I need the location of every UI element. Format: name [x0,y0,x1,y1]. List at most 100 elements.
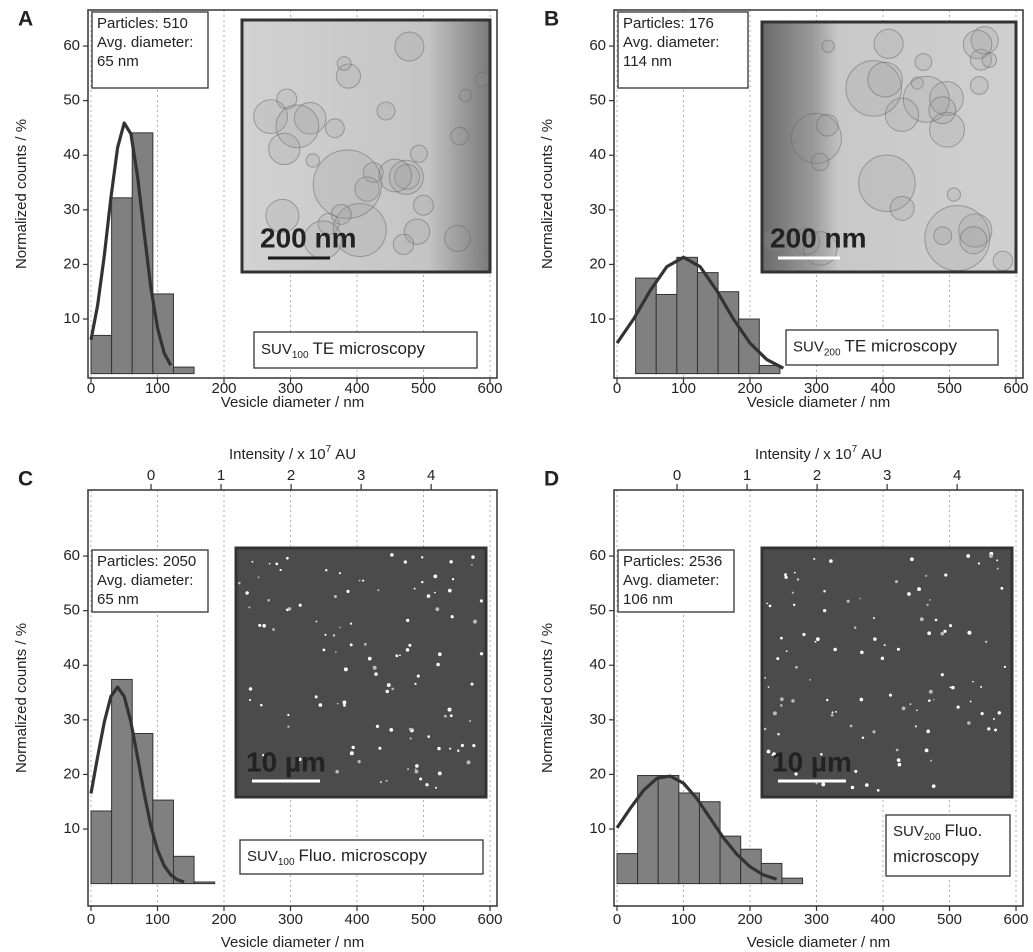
y-tick-label: 20 [63,255,80,272]
vesicle [445,225,471,251]
vesicle [890,196,914,220]
fluorescent-spot [897,648,900,651]
y-tick-label: 30 [589,711,606,728]
fluorescent-spot [850,725,853,728]
fluorescent-spot [994,729,997,732]
fluorescent-spot [902,707,906,711]
fluorescent-spot [784,573,787,576]
fluorescent-spot [996,559,998,561]
vesicle [377,102,395,120]
fluorescent-spot [917,587,921,591]
vesicle [337,57,351,71]
fluorescent-spot [343,704,346,707]
fluorescent-spot [378,747,381,750]
vesicle [963,30,992,59]
fluorescent-spot [998,711,1001,714]
y-tick-label: 10 [63,310,80,327]
panel-letter: C [18,468,33,491]
fluorescent-spot [767,750,771,754]
fluorescent-spot [390,553,394,557]
fluorescent-spot [334,595,337,598]
x2-label-unit: AU [335,446,356,463]
fluorescent-spot [450,714,453,717]
fluorescent-spot [773,711,777,715]
fluorescent-spot [784,576,787,579]
fluorescent-spot [386,780,388,782]
y-tick-label: 30 [589,201,606,218]
fluorescent-spot [350,623,352,625]
fluorescent-spot [795,666,798,669]
vesicle [811,153,828,170]
histogram-bar [656,294,677,373]
fluorescent-spot [816,637,820,641]
y-tick-label: 60 [63,547,80,564]
fluorescent-spot [831,714,834,717]
vesicle [993,251,1012,270]
fluorescent-spot [451,615,454,618]
fluorescent-spot [260,704,263,707]
x-tick-label: 600 [478,380,503,397]
x-axis-label: Vesicle diameter / nm [747,934,890,951]
vesicle [970,77,988,95]
vesicle [929,97,956,124]
fluorescent-spot [435,787,437,789]
y-tick-label: 50 [63,602,80,619]
fluorescent-spot [872,730,875,733]
fluorescent-spot [793,604,795,606]
fluorescent-spot [272,628,275,631]
fluorescent-spot [797,578,800,581]
x-tick-label: 400 [344,911,369,928]
fluorescent-spot [865,783,869,787]
fluorescent-spot [889,694,892,697]
fluorescent-spot [928,699,931,702]
x-tick-label: 500 [411,380,436,397]
fluorescent-spot [823,590,825,592]
fluorescent-spot [467,760,471,764]
fluorescent-spot [910,557,914,561]
histogram-bar [761,863,782,883]
x2-tick-label: 2 [813,467,821,484]
fluorescent-spot [769,605,772,608]
fluorescent-spot [985,641,987,643]
y-axis-label: Normalized counts / % [539,623,556,773]
fluorescent-spot [433,575,437,579]
fluorescent-spot [469,720,471,722]
fluorescent-spot [323,649,326,652]
fluorescent-spot [359,580,361,582]
stats-line: Avg. diameter: [97,34,193,51]
stats-line: 114 nm [623,53,672,70]
x-tick-label: 0 [87,380,95,397]
fluorescent-spot [286,608,289,611]
fluorescent-spot [350,643,353,646]
fluorescent-spot [391,688,394,691]
fluorescent-spot [325,569,327,571]
fluorescent-spot [780,697,784,701]
vesicle [395,32,424,61]
fluorescent-spot [434,592,436,594]
x-tick-label: 200 [211,911,236,928]
fluorescent-spot [350,751,354,755]
annotation-text: microscopy [893,847,979,866]
scale-bar-label: 200 nm [770,222,867,253]
x-tick-label: 100 [671,911,696,928]
fluorescent-spot [339,572,341,574]
fluorescent-spot [275,563,278,566]
fluorescent-spot [884,644,886,646]
y-tick-label: 40 [63,146,80,163]
fluorescent-spot [780,704,783,707]
histogram-bar [112,198,133,374]
fluorescent-spot [427,594,431,598]
histogram-bar [194,882,215,884]
fluorescent-spot [473,620,477,624]
panel-letter: D [544,468,559,491]
annotation: microscopy [893,847,979,866]
annotation-text: Fluo. microscopy [299,846,428,865]
histogram-bar [173,367,194,374]
histogram-bar [132,733,153,883]
y-tick-label: 40 [63,656,80,673]
fluorescent-spot [258,624,261,627]
fluorescent-spot [831,711,833,713]
histogram-bar [679,793,700,884]
fluorescent-spot [766,603,768,605]
fluorescent-spot [419,778,422,781]
